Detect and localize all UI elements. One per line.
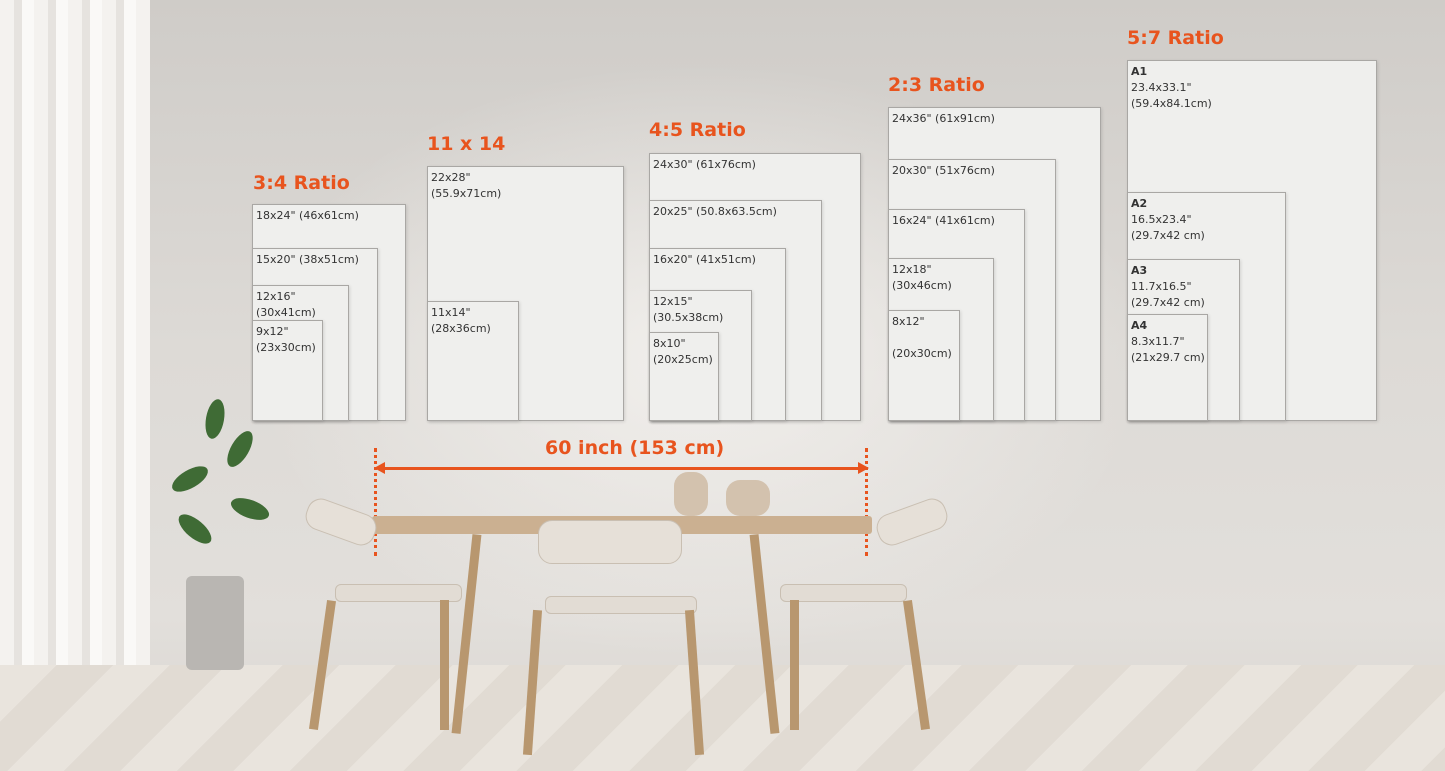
dimension-text: 8.3x11.7" (21x29.7 cm) (1131, 335, 1205, 364)
size-label: A1 23.4x33.1" (59.4x84.1cm) (1131, 64, 1212, 112)
paper-size-name: A2 (1131, 197, 1148, 210)
dimension-text: 11.7x16.5" (29.7x42 cm) (1131, 280, 1205, 309)
plant-leaf (173, 509, 217, 549)
measure-line (380, 467, 862, 470)
size-label: A3 11.7x16.5" (29.7x42 cm) (1131, 263, 1205, 311)
ratio-title: 4:5 Ratio (649, 119, 746, 141)
plant-leaf (228, 493, 272, 525)
size-label: 12x15" (30.5x38cm) (653, 294, 751, 326)
dimension-text: 12x15" (30.5x38cm) (653, 295, 724, 324)
dimension-text: 20x30" (51x76cm) (892, 164, 995, 177)
measure-left-guide (374, 448, 377, 556)
chair-leg (790, 600, 799, 730)
dimension-text: 11x14" (28x36cm) (431, 306, 491, 335)
size-label: 8x10" (20x25cm) (653, 336, 713, 368)
dimension-text: 18x24" (46x61cm) (256, 209, 359, 222)
measurement-label: 60 inch (153 cm) (545, 437, 725, 459)
dimension-text: 9x12" (23x30cm) (256, 325, 316, 354)
size-label: 20x30" (51x76cm) (892, 163, 995, 179)
chair-seat (780, 584, 907, 602)
chair (538, 520, 682, 564)
print-size-frame: A4 8.3x11.7" (21x29.7 cm) (1127, 314, 1208, 421)
size-label: 16x24" (41x61cm) (892, 213, 995, 229)
dimension-text: 22x28" (55.9x71cm) (431, 171, 502, 200)
curtain (0, 0, 150, 700)
chair-seat (545, 596, 697, 614)
dimension-text: 8x10" (20x25cm) (653, 337, 713, 366)
plant-leaf (222, 427, 258, 471)
dimension-text: 15x20" (38x51cm) (256, 253, 359, 266)
size-label: 8x12" (20x30cm) (892, 314, 952, 362)
dimension-text: 8x12" (20x30cm) (892, 315, 952, 360)
ratio-title: 11 x 14 (427, 133, 506, 155)
size-label: 12x16" (30x41cm) (256, 289, 348, 321)
arrow-left-icon (374, 462, 385, 474)
print-size-frame: 9x12" (23x30cm) (252, 320, 323, 421)
dimension-text: 12x18" (30x46cm) (892, 263, 952, 292)
dimension-text: 23.4x33.1" (59.4x84.1cm) (1131, 81, 1212, 110)
arrow-right-icon (858, 462, 869, 474)
print-size-frame: 11x14" (28x36cm) (427, 301, 519, 421)
size-label: 24x30" (61x76cm) (653, 157, 756, 173)
plant-pot (186, 576, 244, 670)
dimension-text: 16x24" (41x61cm) (892, 214, 995, 227)
size-label: 16x20" (41x51cm) (653, 252, 756, 268)
vase (726, 480, 770, 516)
size-label: 12x18" (30x46cm) (892, 262, 993, 294)
dimension-text: 12x16" (30x41cm) (256, 290, 316, 319)
ratio-title: 2:3 Ratio (888, 74, 985, 96)
size-label: 11x14" (28x36cm) (431, 305, 491, 337)
dimension-text: 24x30" (61x76cm) (653, 158, 756, 171)
chair-seat (335, 584, 462, 602)
size-label: 20x25" (50.8x63.5cm) (653, 204, 777, 220)
ratio-title: 3:4 Ratio (253, 172, 350, 194)
size-label: 18x24" (46x61cm) (256, 208, 359, 224)
vase (674, 472, 708, 516)
size-label: 15x20" (38x51cm) (256, 252, 359, 268)
paper-size-name: A3 (1131, 264, 1148, 277)
measure-right-guide (865, 448, 868, 556)
size-label: 24x36" (61x91cm) (892, 111, 995, 127)
size-label: A2 16.5x23.4" (29.7x42 cm) (1131, 196, 1205, 244)
size-label: 22x28" (55.9x71cm) (431, 170, 501, 202)
dimension-text: 16x20" (41x51cm) (653, 253, 756, 266)
dimension-text: 20x25" (50.8x63.5cm) (653, 205, 777, 218)
paper-size-name: A1 (1131, 65, 1148, 78)
floor (0, 665, 1445, 771)
print-size-frame: 8x12" (20x30cm) (888, 310, 960, 421)
plant-leaf (168, 461, 212, 497)
dimension-text: 16.5x23.4" (29.7x42 cm) (1131, 213, 1205, 242)
paper-size-name: A4 (1131, 319, 1148, 332)
dimension-text: 24x36" (61x91cm) (892, 112, 995, 125)
ratio-title: 5:7 Ratio (1127, 27, 1224, 49)
chair-leg (440, 600, 449, 730)
plant-leaf (202, 397, 228, 441)
size-label: A4 8.3x11.7" (21x29.7 cm) (1131, 318, 1205, 366)
print-size-frame: 8x10" (20x25cm) (649, 332, 719, 421)
size-label: 9x12" (23x30cm) (256, 324, 316, 356)
